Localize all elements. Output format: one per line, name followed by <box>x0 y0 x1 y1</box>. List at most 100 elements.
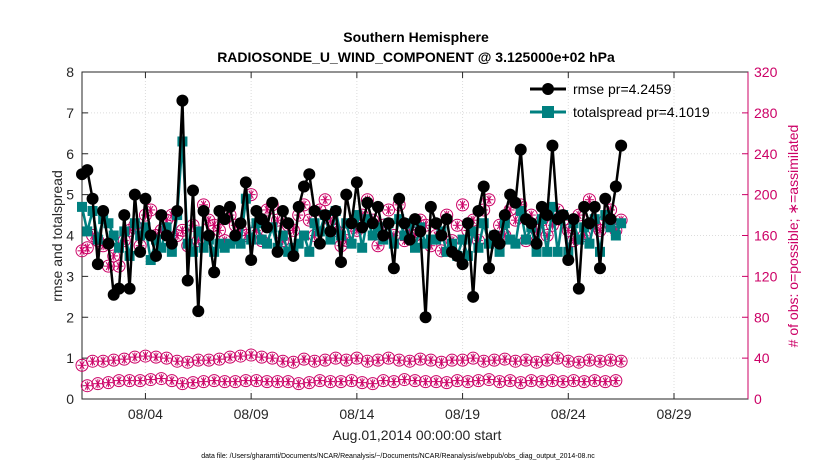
obs-low-point <box>329 351 343 365</box>
obs-possible-marker <box>144 373 158 387</box>
obs-low-point <box>244 348 258 362</box>
rmse-point <box>435 229 448 242</box>
obs-assimilated-marker <box>489 355 499 365</box>
totalspread-point <box>77 201 87 212</box>
obs-high-point <box>207 218 221 232</box>
rmse-point <box>229 229 242 242</box>
obs-assimilated-marker <box>325 377 335 387</box>
totalspread-point <box>193 226 204 237</box>
rmse-point <box>329 204 342 217</box>
obs-low-point <box>366 377 380 391</box>
rmse-point <box>234 217 247 230</box>
obs-assimilated-marker <box>579 377 589 387</box>
totalspread-point <box>262 238 272 249</box>
obs-possible-marker <box>334 375 348 389</box>
obs-low-point <box>223 350 237 364</box>
totalspread-point <box>129 218 140 229</box>
obs-low-point <box>593 354 607 368</box>
totalspread-point <box>584 238 595 249</box>
rmse-point <box>86 192 99 205</box>
y-left-tick-label: 2 <box>66 309 74 325</box>
obs-possible-marker <box>482 373 496 387</box>
obs-possible-marker <box>80 241 94 255</box>
obs-possible-marker <box>524 374 538 388</box>
obs-possible-marker <box>456 353 470 367</box>
obs-possible-marker <box>117 352 131 366</box>
rmse-point <box>403 233 416 246</box>
obs-assimilated-marker <box>98 356 108 366</box>
obs-possible-marker <box>508 354 522 368</box>
totalspread-point <box>515 205 526 216</box>
obs-high-point <box>482 193 496 207</box>
totalspread-point <box>373 222 383 233</box>
obs-low-point <box>297 352 311 366</box>
obs-high-point <box>107 249 121 263</box>
rmse-point <box>461 217 474 230</box>
obs-possible-marker <box>339 353 353 367</box>
rmse-point <box>350 176 363 189</box>
totalspread-point <box>410 242 420 253</box>
obs-possible-marker <box>577 375 591 389</box>
obs-possible-marker <box>249 374 263 388</box>
obs-possible-marker <box>530 355 544 369</box>
obs-possible-marker <box>212 352 226 366</box>
obs-possible-marker <box>244 348 258 362</box>
y-right-tick-label: 280 <box>754 105 778 121</box>
obs-assimilated-marker <box>452 220 462 230</box>
legend-spread-label: totalspread pr=4.1019 <box>573 104 710 120</box>
obs-low-point <box>392 353 406 367</box>
obs-low-point <box>397 373 411 387</box>
obs-possible-marker <box>456 198 470 212</box>
totalspread-point <box>462 250 473 261</box>
obs-possible-marker <box>413 352 427 366</box>
obs-high-point <box>112 259 126 273</box>
rmse-point <box>303 168 316 181</box>
obs-possible-marker <box>123 374 137 388</box>
obs-low-point <box>508 354 522 368</box>
obs-assimilated-marker <box>331 353 341 363</box>
rmse-point <box>414 225 427 238</box>
totalspread-point <box>209 246 220 257</box>
obs-possible-marker <box>265 351 279 365</box>
obs-low-point <box>112 374 126 388</box>
obs-possible-marker <box>91 377 105 391</box>
y-left-tick-label: 1 <box>66 350 74 366</box>
obs-possible-marker <box>281 375 295 389</box>
totalspread-point <box>447 238 457 249</box>
obs-possible-marker <box>355 376 369 390</box>
obs-assimilated-marker <box>273 377 283 387</box>
obs-assimilated-marker <box>347 376 357 386</box>
totalspread-point <box>542 246 553 257</box>
rmse-point <box>197 204 210 217</box>
obs-assimilated-marker <box>267 353 277 363</box>
rmse-point <box>599 192 612 205</box>
rmse-point <box>483 262 495 275</box>
obs-possible-marker <box>165 374 179 388</box>
obs-possible-marker <box>96 354 110 368</box>
rmse-point <box>128 188 141 201</box>
rmse-point <box>123 282 136 295</box>
obs-low-point <box>355 376 369 390</box>
totalspread-point <box>336 230 346 241</box>
obs-assimilated-marker <box>415 354 425 364</box>
obs-possible-marker <box>588 374 602 388</box>
obs-low-point <box>144 373 158 387</box>
obs-low-point <box>450 374 464 388</box>
y-left-tick-label: 7 <box>66 105 74 121</box>
totalspread-point <box>473 242 484 253</box>
totalspread-point <box>457 234 468 245</box>
totalspread-point <box>309 218 320 229</box>
x-tick-label: 08/04 <box>128 406 163 422</box>
totalspread-point <box>536 214 547 225</box>
obs-high-point <box>371 239 385 253</box>
obs-low-point <box>408 374 422 388</box>
obs-assimilated-marker <box>352 353 362 363</box>
rmse-point <box>456 258 469 271</box>
obs-assimilated-marker <box>151 352 161 362</box>
obs-assimilated-marker <box>526 376 536 386</box>
rmse-point <box>261 221 273 234</box>
obs-low-point <box>181 355 195 369</box>
obs-possible-marker <box>154 372 168 386</box>
rmse-point <box>224 200 236 213</box>
obs-low-point <box>175 377 189 391</box>
